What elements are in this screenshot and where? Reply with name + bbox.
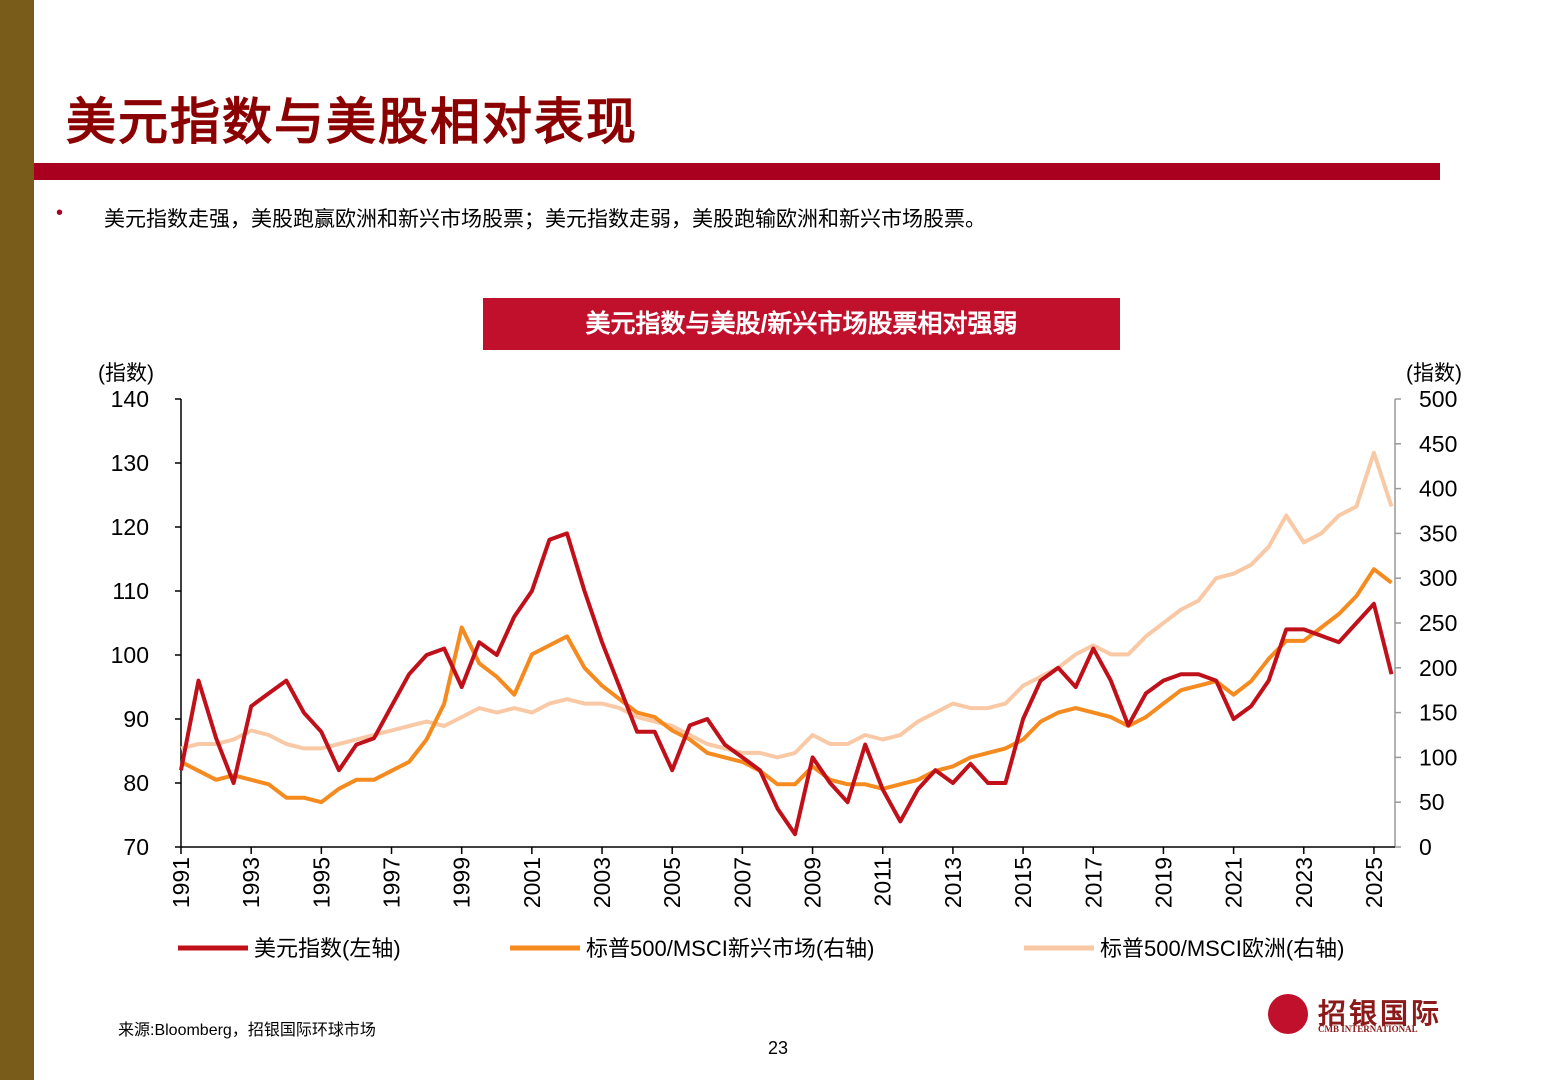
y2-tick-label: 0 — [1419, 834, 1432, 860]
x-tick-label: 2021 — [1221, 857, 1247, 908]
y-tick-label: 100 — [111, 642, 149, 668]
bullet-dot: • — [56, 202, 64, 224]
y2-tick-label: 500 — [1419, 386, 1457, 412]
legend-label: 标普500/MSCI欧洲(右轴) — [1100, 936, 1344, 961]
x-tick-label: 1995 — [308, 857, 334, 908]
y2-tick-label: 350 — [1419, 520, 1457, 546]
x-tick-label: 2015 — [1010, 857, 1036, 908]
x-tick-label: 2019 — [1150, 857, 1176, 908]
y2-tick-label: 200 — [1419, 655, 1457, 681]
x-tick-label: 2001 — [519, 857, 545, 908]
logo-name: 招银国际 — [1318, 998, 1443, 1029]
x-tick-label: 2011 — [870, 857, 896, 906]
y2-axis-label: (指数) — [1406, 362, 1462, 385]
x-tick-label: 2007 — [729, 857, 755, 908]
y-tick-label: 80 — [123, 770, 149, 796]
x-tick-label: 1993 — [238, 857, 264, 908]
chart-title-box — [483, 298, 1120, 350]
bullet-text: 美元指数走强，美股跑赢欧洲和新兴市场股票；美元指数走弱，美股跑输欧洲和新兴市场股… — [104, 207, 986, 231]
y2-tick-label: 400 — [1419, 476, 1457, 502]
y-tick-label: 110 — [112, 578, 149, 604]
x-tick-label: 2017 — [1080, 857, 1106, 908]
x-tick-label: 2009 — [800, 857, 826, 908]
x-tick-label: 2003 — [589, 857, 615, 908]
y2-tick-label: 150 — [1419, 700, 1457, 726]
x-tick-label: 1991 — [168, 857, 194, 908]
source: 来源:Bloomberg，招银国际环球市场 — [118, 1022, 376, 1039]
y2-tick-label: 450 — [1419, 431, 1457, 457]
x-tick-label: 2013 — [940, 857, 966, 908]
y-tick-label: 130 — [111, 450, 149, 476]
x-tick-label: 1999 — [449, 857, 475, 908]
y-tick-label: 70 — [123, 834, 149, 860]
y2-tick-label: 300 — [1419, 565, 1457, 591]
y-axis-label: (指数) — [98, 362, 154, 385]
slide-title: 美元指数与美股相对表现 — [66, 94, 638, 150]
y2-tick-label: 50 — [1419, 789, 1445, 815]
title-rule — [34, 163, 1440, 180]
x-tick-label: 2005 — [659, 857, 685, 908]
x-tick-label: 2023 — [1291, 857, 1317, 908]
page-number: 23 — [768, 1038, 789, 1058]
logo-icon — [1268, 994, 1308, 1034]
side-bar — [0, 0, 34, 1080]
chart-title: 美元指数与美股/新兴市场股票相对强弱 — [585, 310, 1018, 338]
series-line — [180, 450, 1394, 760]
legend-label: 标普500/MSCI新兴市场(右轴) — [586, 936, 874, 961]
x-tick-label: 2025 — [1361, 857, 1387, 908]
series-line — [179, 531, 1394, 837]
y-tick-label: 120 — [111, 514, 149, 540]
y2-tick-label: 100 — [1419, 744, 1457, 770]
series-line — [180, 567, 1393, 805]
x-tick-label: 1997 — [379, 857, 405, 908]
legend-label: 美元指数(左轴) — [254, 936, 401, 961]
y-tick-label: 140 — [111, 386, 149, 412]
y-tick-label: 90 — [123, 706, 149, 732]
y2-tick-label: 250 — [1419, 610, 1457, 636]
logo-subtitle: CMB INTERNATIONAL — [1318, 1024, 1418, 1034]
